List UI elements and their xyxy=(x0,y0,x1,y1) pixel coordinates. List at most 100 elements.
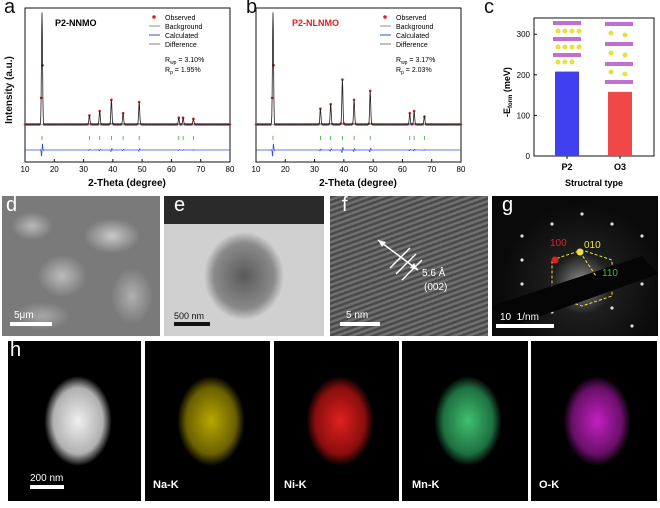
panel-f-letter: f xyxy=(342,196,348,216)
ylabel-c: -Eform (meV) xyxy=(502,67,514,117)
spot-label-110: 110 xyxy=(602,268,618,279)
scale-label-f: 5 nm xyxy=(346,310,369,321)
chart-title-b: P2-NLNMO xyxy=(292,18,339,28)
x-tick-label: 70 xyxy=(427,165,436,174)
plot-area-a xyxy=(23,12,232,157)
x-tick-label: 10 xyxy=(21,165,30,174)
scale-label-e: 500 nm xyxy=(174,311,205,321)
x-tick-label: 40 xyxy=(108,165,117,174)
panel-e-letter: e xyxy=(174,196,186,216)
ylabel-a: Intensity (a.u.) xyxy=(4,56,15,124)
x-tick-label: 70 xyxy=(196,165,205,174)
x-tick-label: 20 xyxy=(281,165,290,174)
legend-item-difference: Difference xyxy=(165,42,197,49)
xlabel-a: 2-Theta (degree) xyxy=(88,178,166,189)
eds-label-mn: Mn-K xyxy=(412,479,440,491)
x-tick-label: 30 xyxy=(79,165,88,174)
x-category-label: O3 xyxy=(614,162,626,172)
eds-map-o: O-K xyxy=(531,341,657,501)
xlabel-c: Structral type xyxy=(565,178,623,188)
x-tick-label: 30 xyxy=(310,165,319,174)
scale-label-g: 10 1/nm xyxy=(500,312,539,323)
legend-item-calculated: Calculated xyxy=(396,33,429,40)
legend-item-difference: Difference xyxy=(396,42,428,49)
x-tick-label: 10 xyxy=(252,165,261,174)
eds-label-ni: Ni-K xyxy=(284,479,307,491)
bragg-ticks xyxy=(41,136,194,140)
crystal-structure-o3-icon xyxy=(604,20,634,88)
sem-image-d: d 5μm xyxy=(2,196,160,336)
haadf-image-h: h 200 nm xyxy=(8,341,141,501)
legend-item-background: Background xyxy=(165,24,202,31)
legend-item-observed: Observed xyxy=(165,15,195,22)
legend-b: Observed Background Calculated Differenc… xyxy=(380,15,435,76)
panel-d-letter: d xyxy=(6,196,18,216)
plane-label: (002) xyxy=(424,282,448,293)
legend-item-background: Background xyxy=(396,24,433,31)
x-tick-label: 80 xyxy=(226,165,235,174)
eds-label-na: Na-K xyxy=(153,479,179,491)
chart-title-a: P2-NNMO xyxy=(55,18,97,28)
scale-label-h: 200 nm xyxy=(30,473,64,484)
r-wp-a: Rwp = 3.10% xyxy=(165,57,204,66)
bragg-ticks xyxy=(272,136,425,140)
scale-label-d: 5μm xyxy=(14,310,34,321)
series-difference xyxy=(256,143,461,157)
plot-frame-c xyxy=(533,17,655,157)
r-p-a: Rp = 1.95% xyxy=(165,67,201,76)
x-tick-label: 60 xyxy=(398,165,407,174)
y-tick-label: 200 xyxy=(517,71,531,80)
scale-bar-e xyxy=(174,322,210,326)
tem-image-e: e 500 nm xyxy=(164,196,324,336)
xrd-chart-b: P2-NLNMO Observed Background Calculated … xyxy=(252,7,466,189)
xrd-chart-a: Intensity (a.u.) P2-NNMO Observed Backgr… xyxy=(4,7,235,189)
series-calculated xyxy=(256,12,461,125)
hrtem-image-f: f 5.6 Å (002) 5 nm xyxy=(330,196,488,336)
scale-bar-f xyxy=(340,322,380,326)
plot-area-b xyxy=(254,12,463,157)
eds-label-o: O-K xyxy=(539,479,560,491)
series-calculated xyxy=(25,12,230,125)
x-tick-label: 50 xyxy=(138,165,147,174)
panel-h-letter: h xyxy=(10,341,22,361)
y-ticks-c: 0 100 200 300 xyxy=(517,30,537,161)
x-tick-label: 40 xyxy=(339,165,348,174)
bar-p2 xyxy=(555,71,579,156)
scale-bar-h xyxy=(30,485,64,489)
legend-item-calculated: Calculated xyxy=(165,33,198,40)
x-categories-c: P2 O3 xyxy=(561,156,626,172)
r-wp-b: Rwp = 3.17% xyxy=(396,57,435,66)
legend-a: Observed Background Calculated Differenc… xyxy=(149,15,204,76)
d-spacing-label: 5.6 Å xyxy=(422,268,446,279)
crystal-structure-p2-icon xyxy=(552,20,582,68)
r-p-b: Rp = 2.03% xyxy=(396,67,432,76)
y-tick-label: 300 xyxy=(517,30,531,39)
panel-a-letter: a xyxy=(4,0,16,18)
panel-b-letter: b xyxy=(246,0,258,18)
spot-label-100: 100 xyxy=(550,238,567,249)
scale-bar-g xyxy=(496,324,554,328)
x-category-label: P2 xyxy=(561,162,572,172)
x-tick-label: 50 xyxy=(369,165,378,174)
lattice-annotation xyxy=(377,239,423,281)
x-ticks-b: 10 20 30 40 50 60 70 80 xyxy=(252,159,466,174)
bars-c xyxy=(555,71,632,156)
plot-frame-b xyxy=(255,7,462,163)
y-tick-label: 0 xyxy=(526,152,531,161)
scale-bar-d xyxy=(10,322,52,326)
x-tick-label: 80 xyxy=(457,165,466,174)
series-difference xyxy=(25,143,230,157)
tem-top-dark-region xyxy=(164,196,324,224)
y-tick-label: 100 xyxy=(517,111,531,120)
x-tick-label: 20 xyxy=(50,165,59,174)
legend-item-observed: Observed xyxy=(396,15,426,22)
x-tick-label: 60 xyxy=(167,165,176,174)
spot-label-010: 010 xyxy=(584,240,601,251)
saed-image-g: g 100 010 110 10 1/nm xyxy=(492,196,658,336)
panel-c-letter: c xyxy=(484,0,494,18)
eds-map-mn: Mn-K xyxy=(402,341,528,501)
x-ticks-a: 10 20 30 40 50 60 70 80 xyxy=(21,159,235,174)
plot-frame-a xyxy=(24,7,231,163)
eds-map-ni: Ni-K xyxy=(274,341,399,501)
panel-g-letter: g xyxy=(502,196,514,216)
